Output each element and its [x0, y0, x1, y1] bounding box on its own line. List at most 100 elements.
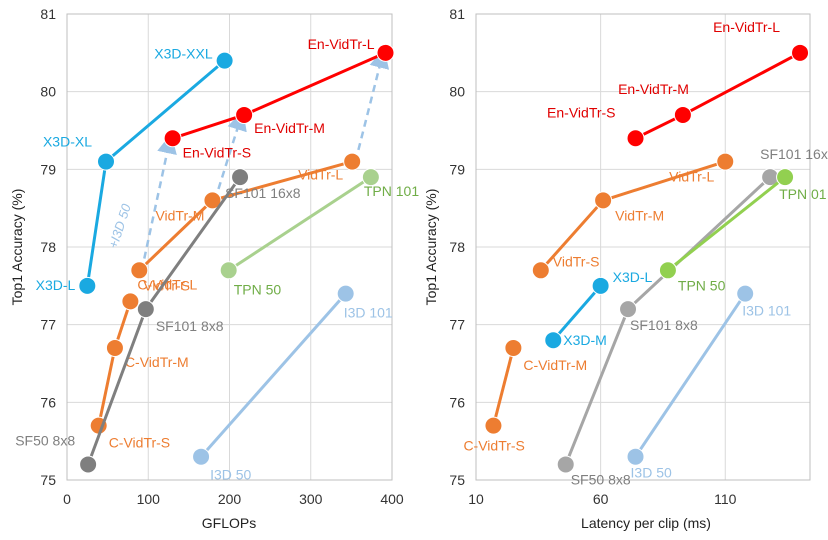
- data-label: TPN 50: [234, 281, 282, 297]
- series-line-i3d: [634, 292, 747, 458]
- data-point: [736, 284, 755, 303]
- series-line-i3d: [199, 292, 347, 458]
- data-label: C-VidTr-M: [523, 357, 587, 373]
- data-point: [130, 261, 149, 280]
- data-point: [361, 168, 380, 187]
- dashed-arrow: [213, 110, 247, 201]
- data-label: VidTr-M: [155, 207, 204, 223]
- y-tick-label: 76: [449, 394, 465, 410]
- y-axis-label: Top1 Accuracy (%): [9, 189, 25, 306]
- y-tick-label: 81: [449, 6, 465, 22]
- data-point: [231, 168, 250, 187]
- x-tick-label: 200: [218, 491, 242, 507]
- data-point: [626, 129, 645, 148]
- data-label: SF50 8x8: [15, 432, 75, 448]
- data-label: C-VidTr-S: [109, 435, 170, 451]
- data-label: TPN 50: [678, 277, 726, 293]
- data-label: SF50 8x8: [571, 471, 631, 487]
- dashed-arrow: [140, 133, 177, 271]
- x-tick-label: 110: [714, 491, 737, 507]
- data-point: [504, 338, 523, 357]
- data-label: En-VidTr-M: [254, 120, 325, 136]
- y-tick-label: 78: [449, 239, 465, 255]
- data-label: VidTr-L: [669, 169, 714, 185]
- y-tick-label: 78: [40, 239, 56, 255]
- y-tick-label: 80: [40, 84, 56, 100]
- data-point: [97, 152, 115, 171]
- data-point: [626, 447, 645, 466]
- data-label: VidTr-M: [615, 207, 664, 223]
- x-tick-label: 10: [468, 491, 484, 507]
- data-label: C-VidTr-S: [463, 438, 524, 454]
- data-label: TPN 01: [779, 186, 827, 202]
- data-label: X3D-L: [613, 269, 653, 285]
- data-label: I3D 101: [742, 303, 791, 319]
- y-tick-label: 79: [40, 161, 56, 177]
- data-label: En-VidTr-S: [547, 104, 615, 120]
- series-line-x3d: [552, 284, 602, 342]
- data-point: [343, 152, 362, 171]
- data-point: [105, 338, 124, 357]
- data-label: En-VidTr-L: [713, 19, 780, 35]
- plot-frame: [66, 13, 393, 481]
- data-point: [716, 152, 735, 171]
- data-point: [591, 276, 610, 295]
- series-line-tpn: [227, 175, 372, 272]
- data-point: [673, 105, 692, 124]
- data-label: TPN 101: [364, 183, 419, 199]
- x-tick-label: 100: [137, 491, 161, 507]
- data-point: [619, 300, 638, 319]
- data-point: [376, 43, 395, 62]
- x-axis-label: GFLOPs: [202, 515, 256, 531]
- y-tick-label: 76: [40, 394, 56, 410]
- data-label: En-VidTr-L: [308, 36, 375, 52]
- data-label: VidTr-S: [553, 253, 600, 269]
- data-point: [219, 261, 238, 280]
- data-label: En-VidTr-S: [183, 144, 251, 160]
- x-tick-label: 400: [380, 491, 404, 507]
- y-tick-label: 81: [40, 6, 56, 22]
- y-tick-label: 80: [449, 84, 465, 100]
- data-label: En-VidTr-M: [618, 81, 689, 97]
- data-point: [163, 129, 182, 148]
- data-point: [136, 300, 155, 319]
- y-tick-label: 75: [449, 472, 465, 488]
- data-point: [658, 261, 677, 280]
- data-label: C-VidTr-L: [137, 276, 197, 292]
- chart-1: 75 76 77 78 79 80 81 0 100 200 300 400 GFLOPs Top1 Ac…: [9, 6, 419, 531]
- data-point: [594, 191, 613, 210]
- data-label: X3D-XXL: [154, 46, 213, 62]
- data-point: [484, 416, 503, 435]
- data-point: [192, 447, 211, 466]
- annotation-label: +I3D 50: [105, 201, 134, 250]
- data-point: [776, 168, 795, 187]
- data-point: [121, 292, 140, 311]
- y-tick-label: 79: [449, 161, 465, 177]
- data-label: I3D 50: [210, 467, 251, 483]
- data-label: SF101 16x8: [760, 146, 828, 162]
- data-label: C-VidTr-M: [125, 354, 189, 370]
- data-label: X3D-L: [36, 277, 76, 293]
- data-label: I3D 101: [344, 305, 393, 321]
- plot-frame: [475, 13, 811, 481]
- x-tick-label: 300: [299, 491, 323, 507]
- data-label: VidTr-L: [298, 167, 343, 183]
- data-point: [556, 455, 575, 474]
- data-point: [203, 191, 222, 210]
- data-point: [336, 284, 355, 303]
- data-point: [791, 43, 810, 62]
- data-point: [215, 51, 234, 70]
- series-line-tpn: [666, 175, 787, 272]
- y-axis-label: Top1 Accuracy (%): [423, 189, 439, 306]
- data-label: VidTr-S: [143, 277, 190, 293]
- data-label: SF101 8x8: [156, 318, 224, 334]
- y-tick-label: 77: [449, 317, 465, 333]
- x-tick-label: 0: [63, 491, 71, 507]
- y-tick-label: 77: [40, 317, 56, 333]
- dashed-arrow: [354, 47, 390, 162]
- data-label: SF101 8x8: [630, 317, 698, 333]
- y-tick-label: 75: [40, 472, 56, 488]
- x-axis-label: Latency per clip (ms): [581, 515, 711, 531]
